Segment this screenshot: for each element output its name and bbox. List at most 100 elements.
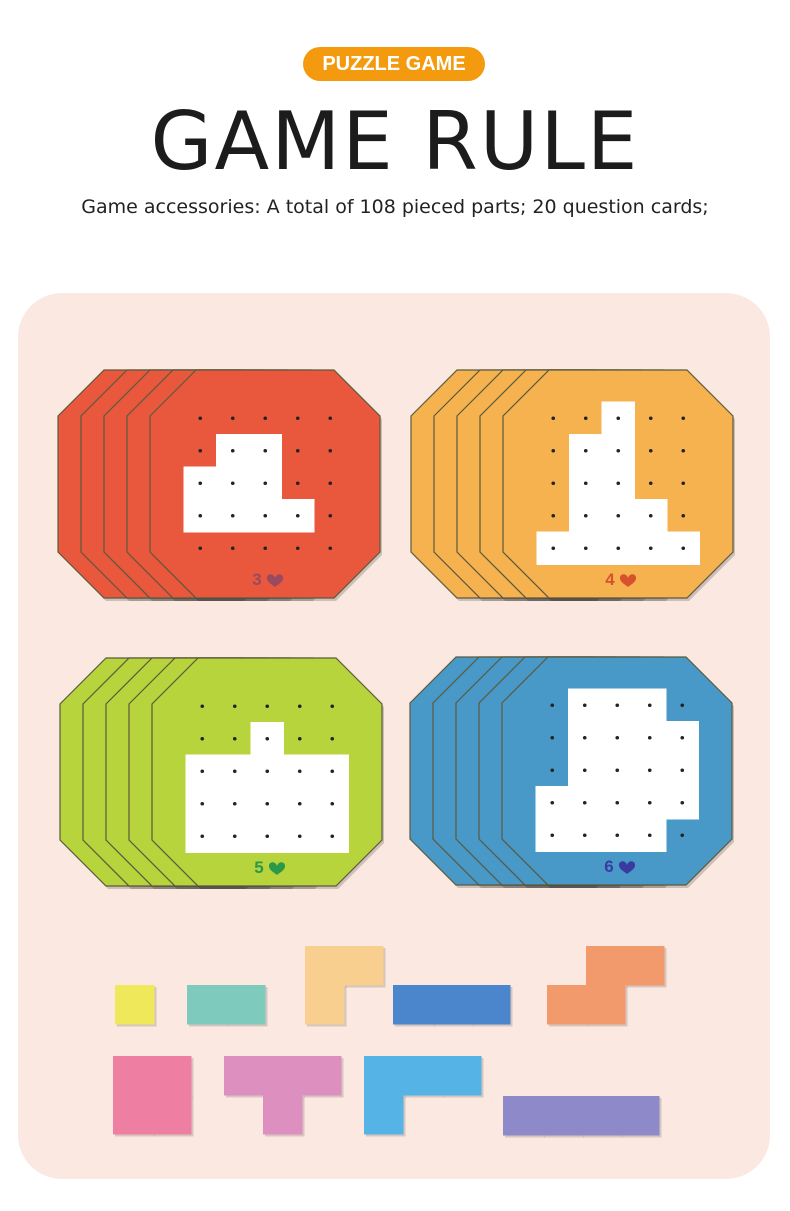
grid-dot: [647, 768, 652, 773]
piece-cell: [620, 1096, 660, 1136]
heart-icon: [618, 861, 636, 874]
grid-dot: [198, 546, 203, 551]
piece-cell: [442, 1056, 482, 1096]
piece-cell: [625, 946, 665, 986]
grid-dot: [615, 768, 620, 773]
grid-dot: [295, 546, 300, 551]
grid-dot: [616, 416, 621, 421]
grid-dot: [616, 546, 621, 551]
grid-dot: [648, 513, 653, 518]
grid-dot: [330, 769, 335, 774]
piece-cell: [115, 985, 155, 1025]
grid-dot: [582, 833, 587, 838]
grid-dot: [681, 513, 686, 518]
piece-cell: [263, 1095, 303, 1135]
grid-dot: [615, 833, 620, 838]
grid-dot: [550, 833, 555, 838]
grid-dot: [328, 448, 333, 453]
grid-dot: [265, 704, 270, 709]
piece-cell: [586, 946, 626, 986]
grid-dot: [297, 704, 302, 709]
grid-dot: [680, 833, 685, 838]
question-card-stack: 3: [57, 369, 382, 601]
grid-dot: [648, 416, 653, 421]
grid-dot: [198, 481, 203, 486]
grid-dot: [230, 546, 235, 551]
grid-dot: [330, 801, 335, 806]
grid-dot: [582, 768, 587, 773]
grid-dot: [295, 416, 300, 421]
grid-dot: [230, 481, 235, 486]
grid-dot: [681, 416, 686, 421]
piece-cell: [305, 985, 345, 1025]
page-subtitle: Game accessories: A total of 108 pieced …: [81, 196, 709, 218]
piece-cell: [403, 1056, 443, 1096]
grid-dot: [616, 448, 621, 453]
grid-dot: [615, 703, 620, 708]
question-card-stack: 4: [410, 369, 735, 601]
grid-dot: [198, 448, 203, 453]
grid-dot: [550, 800, 555, 805]
grid-dot: [550, 735, 555, 740]
grid-dot: [198, 513, 203, 518]
piece-cell: [305, 946, 345, 986]
piece-cell: [224, 1056, 264, 1096]
grid-dot: [648, 481, 653, 486]
grid-dot: [616, 513, 621, 518]
piece-cell: [152, 1056, 192, 1096]
grid-dot: [297, 834, 302, 839]
heart-icon: [619, 574, 637, 587]
heart-icon: [268, 862, 286, 875]
grid-dot: [647, 735, 652, 740]
piece-cell: [344, 946, 384, 986]
grid-dot: [681, 546, 686, 551]
question-card-stack: 6: [409, 656, 734, 888]
grid-dot: [583, 513, 588, 518]
card-level-number: 3: [252, 570, 261, 589]
grid-dot: [550, 768, 555, 773]
grid-dot: [582, 703, 587, 708]
grid-dot: [263, 513, 268, 518]
grid-dot: [328, 513, 333, 518]
question-card-stack: 5: [59, 657, 384, 889]
puzzle-piece-i-tromino: [393, 985, 513, 1027]
grid-dot: [330, 704, 335, 709]
grid-dot: [200, 801, 205, 806]
grid-dot: [583, 546, 588, 551]
grid-dot: [681, 481, 686, 486]
grid-dot: [583, 416, 588, 421]
grid-dot: [681, 448, 686, 453]
grid-dot: [647, 800, 652, 805]
piece-cell: [113, 1056, 153, 1096]
grid-dot: [328, 416, 333, 421]
grid-dot: [232, 704, 237, 709]
grid-dot: [232, 834, 237, 839]
grid-dot: [230, 416, 235, 421]
puzzle-piece-l-tetromino: [364, 1056, 484, 1137]
grid-dot: [648, 448, 653, 453]
grid-dot: [582, 800, 587, 805]
card-level-number: 6: [604, 857, 613, 876]
puzzle-piece-s-tetromino: [547, 946, 667, 1027]
grid-dot: [295, 448, 300, 453]
grid-dot: [200, 834, 205, 839]
grid-dot: [263, 448, 268, 453]
grid-dot: [265, 769, 270, 774]
grid-dot: [551, 481, 556, 486]
grid-dot: [263, 416, 268, 421]
grid-dot: [647, 703, 652, 708]
piece-cell: [187, 985, 227, 1025]
piece-cell: [586, 985, 626, 1025]
grid-dot: [263, 481, 268, 486]
heart-icon: [266, 574, 284, 587]
grid-dot: [230, 448, 235, 453]
grid-dot: [295, 513, 300, 518]
grid-dot: [297, 769, 302, 774]
grid-dot: [551, 513, 556, 518]
piece-cell: [393, 985, 433, 1025]
grid-dot: [198, 416, 203, 421]
grid-dot: [295, 481, 300, 486]
grid-dot: [230, 513, 235, 518]
puzzle-game-badge: PUZZLE GAME: [303, 47, 485, 81]
grid-dot: [680, 800, 685, 805]
